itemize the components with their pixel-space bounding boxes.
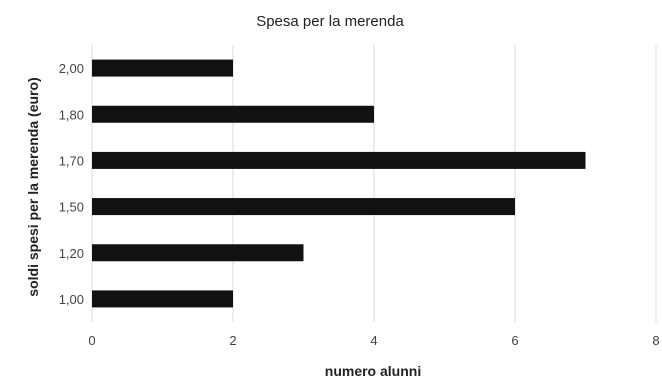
bar [92,59,233,77]
y-tick-label: 1,70 [59,153,84,168]
chart-title: Spesa per la merenda [256,13,404,30]
bar [92,244,304,262]
bar [92,290,233,308]
y-tick-label: 1,20 [59,246,84,261]
grid-lines [91,45,657,322]
y-tick-label: 1,50 [59,200,84,215]
y-tick-label: 1,80 [59,107,84,122]
x-tick-labels: 0 2 4 6 8 [88,333,659,348]
x-tick-label: 8 [652,333,659,348]
y-axis-label: soldi spesi per la merenda (euro) [25,77,41,296]
x-tick-label: 0 [88,333,95,348]
bar [92,151,586,169]
bar [92,105,374,123]
y-tick-label: 1,00 [59,292,84,307]
y-tick-labels: 1,00 1,20 1,50 1,70 1,80 2,00 [59,61,84,307]
x-tick-label: 4 [370,333,377,348]
x-tick-label: 2 [229,333,236,348]
y-tick-label: 2,00 [59,61,84,76]
bar [92,198,515,216]
x-tick-label: 6 [511,333,518,348]
x-axis-label: numero alunni [325,363,421,379]
bars [92,59,586,308]
